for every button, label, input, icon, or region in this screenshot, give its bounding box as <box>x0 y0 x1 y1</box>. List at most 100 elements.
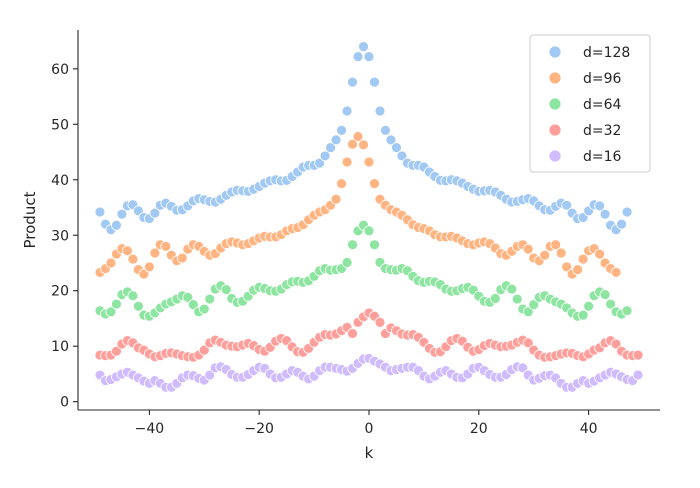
y-tick-label: 40 <box>51 173 69 189</box>
data-point <box>204 293 216 305</box>
legend-marker <box>548 149 562 163</box>
legend-item: d=96 <box>548 71 622 87</box>
legend-frame <box>529 34 651 173</box>
data-point <box>610 267 622 278</box>
data-point <box>347 328 358 339</box>
data-point <box>528 299 540 311</box>
data-point <box>522 306 534 318</box>
data-point <box>116 208 128 220</box>
data-point <box>605 298 616 310</box>
data-point <box>176 252 188 264</box>
series-d=32 <box>94 307 644 363</box>
data-point <box>358 139 369 151</box>
data-point <box>555 247 567 259</box>
data-point <box>599 289 611 301</box>
legend-marker <box>548 97 562 111</box>
data-point <box>143 261 155 273</box>
x-tick-label: 0 <box>365 421 374 437</box>
data-point <box>369 239 380 251</box>
data-point <box>610 338 622 350</box>
data-point <box>577 309 589 321</box>
legend-marker <box>548 123 562 137</box>
data-point <box>522 337 534 349</box>
data-point <box>138 268 150 280</box>
data-point <box>632 349 644 361</box>
data-point <box>561 261 573 273</box>
data-point <box>347 76 358 88</box>
y-tick-label: 30 <box>51 228 69 244</box>
data-point <box>391 142 402 154</box>
data-point <box>363 225 375 237</box>
data-point <box>374 316 386 328</box>
y-tick-label: 0 <box>60 395 69 411</box>
data-point <box>314 157 325 169</box>
series-d=128 <box>94 41 633 236</box>
data-point <box>347 239 358 251</box>
data-point <box>594 200 605 212</box>
data-point <box>122 245 133 257</box>
y-tick-label: 60 <box>51 62 69 78</box>
data-point <box>105 257 117 269</box>
data-point <box>561 199 573 211</box>
x-tick-label: 40 <box>580 421 598 437</box>
data-point <box>182 291 194 303</box>
data-point <box>621 305 633 317</box>
data-point <box>489 293 501 304</box>
data-point <box>336 178 347 190</box>
data-point <box>517 362 529 374</box>
data-point <box>341 156 353 168</box>
legend-marker <box>548 71 562 85</box>
data-point <box>583 300 595 312</box>
y-tick-label: 10 <box>51 339 69 355</box>
legend-label: d=16 <box>583 149 622 165</box>
legend-label: d=128 <box>583 45 630 61</box>
data-point <box>187 299 199 311</box>
legend-label: d=96 <box>583 71 622 87</box>
data-point <box>111 298 122 310</box>
data-point <box>385 134 397 146</box>
legend-item: d=16 <box>548 149 622 165</box>
data-point <box>621 206 633 218</box>
y-ticks: 0 10 20 30 40 50 60 <box>51 62 78 411</box>
data-point <box>319 150 331 162</box>
data-point <box>111 345 122 357</box>
legend: d=128 d=96 d=64 d=32 d=16 <box>529 34 651 173</box>
data-point <box>358 41 369 53</box>
data-point <box>522 243 534 255</box>
series-d=96 <box>94 131 622 280</box>
data-point <box>220 284 232 296</box>
data-point <box>363 51 375 63</box>
data-point <box>539 249 551 261</box>
legend-item: d=32 <box>548 123 621 139</box>
data-point <box>577 253 589 265</box>
x-tick-label: −40 <box>135 421 165 437</box>
legend-marker <box>548 45 562 59</box>
data-point <box>506 283 518 295</box>
data-point <box>369 76 380 88</box>
data-point <box>369 178 380 190</box>
x-ticks: −40 −20 0 20 40 <box>135 410 598 437</box>
legend-label: d=32 <box>583 123 621 139</box>
data-point <box>511 293 523 305</box>
data-point <box>380 125 391 136</box>
data-point <box>94 206 106 218</box>
data-point <box>396 150 408 162</box>
data-point <box>111 219 122 231</box>
data-point <box>204 369 216 381</box>
legend-label: d=64 <box>583 97 622 113</box>
data-point <box>550 239 562 251</box>
data-point <box>127 253 139 265</box>
data-point <box>341 105 353 117</box>
data-points <box>94 41 644 393</box>
legend-item: d=64 <box>548 97 622 113</box>
data-point <box>149 247 161 259</box>
y-tick-label: 50 <box>51 117 69 133</box>
series-d=64 <box>94 219 633 322</box>
data-point <box>132 300 144 312</box>
y-tick-label: 20 <box>51 284 69 300</box>
data-point <box>599 208 611 220</box>
x-axis-label: k <box>365 444 374 462</box>
data-point <box>198 303 210 315</box>
x-tick-label: 20 <box>470 421 488 437</box>
